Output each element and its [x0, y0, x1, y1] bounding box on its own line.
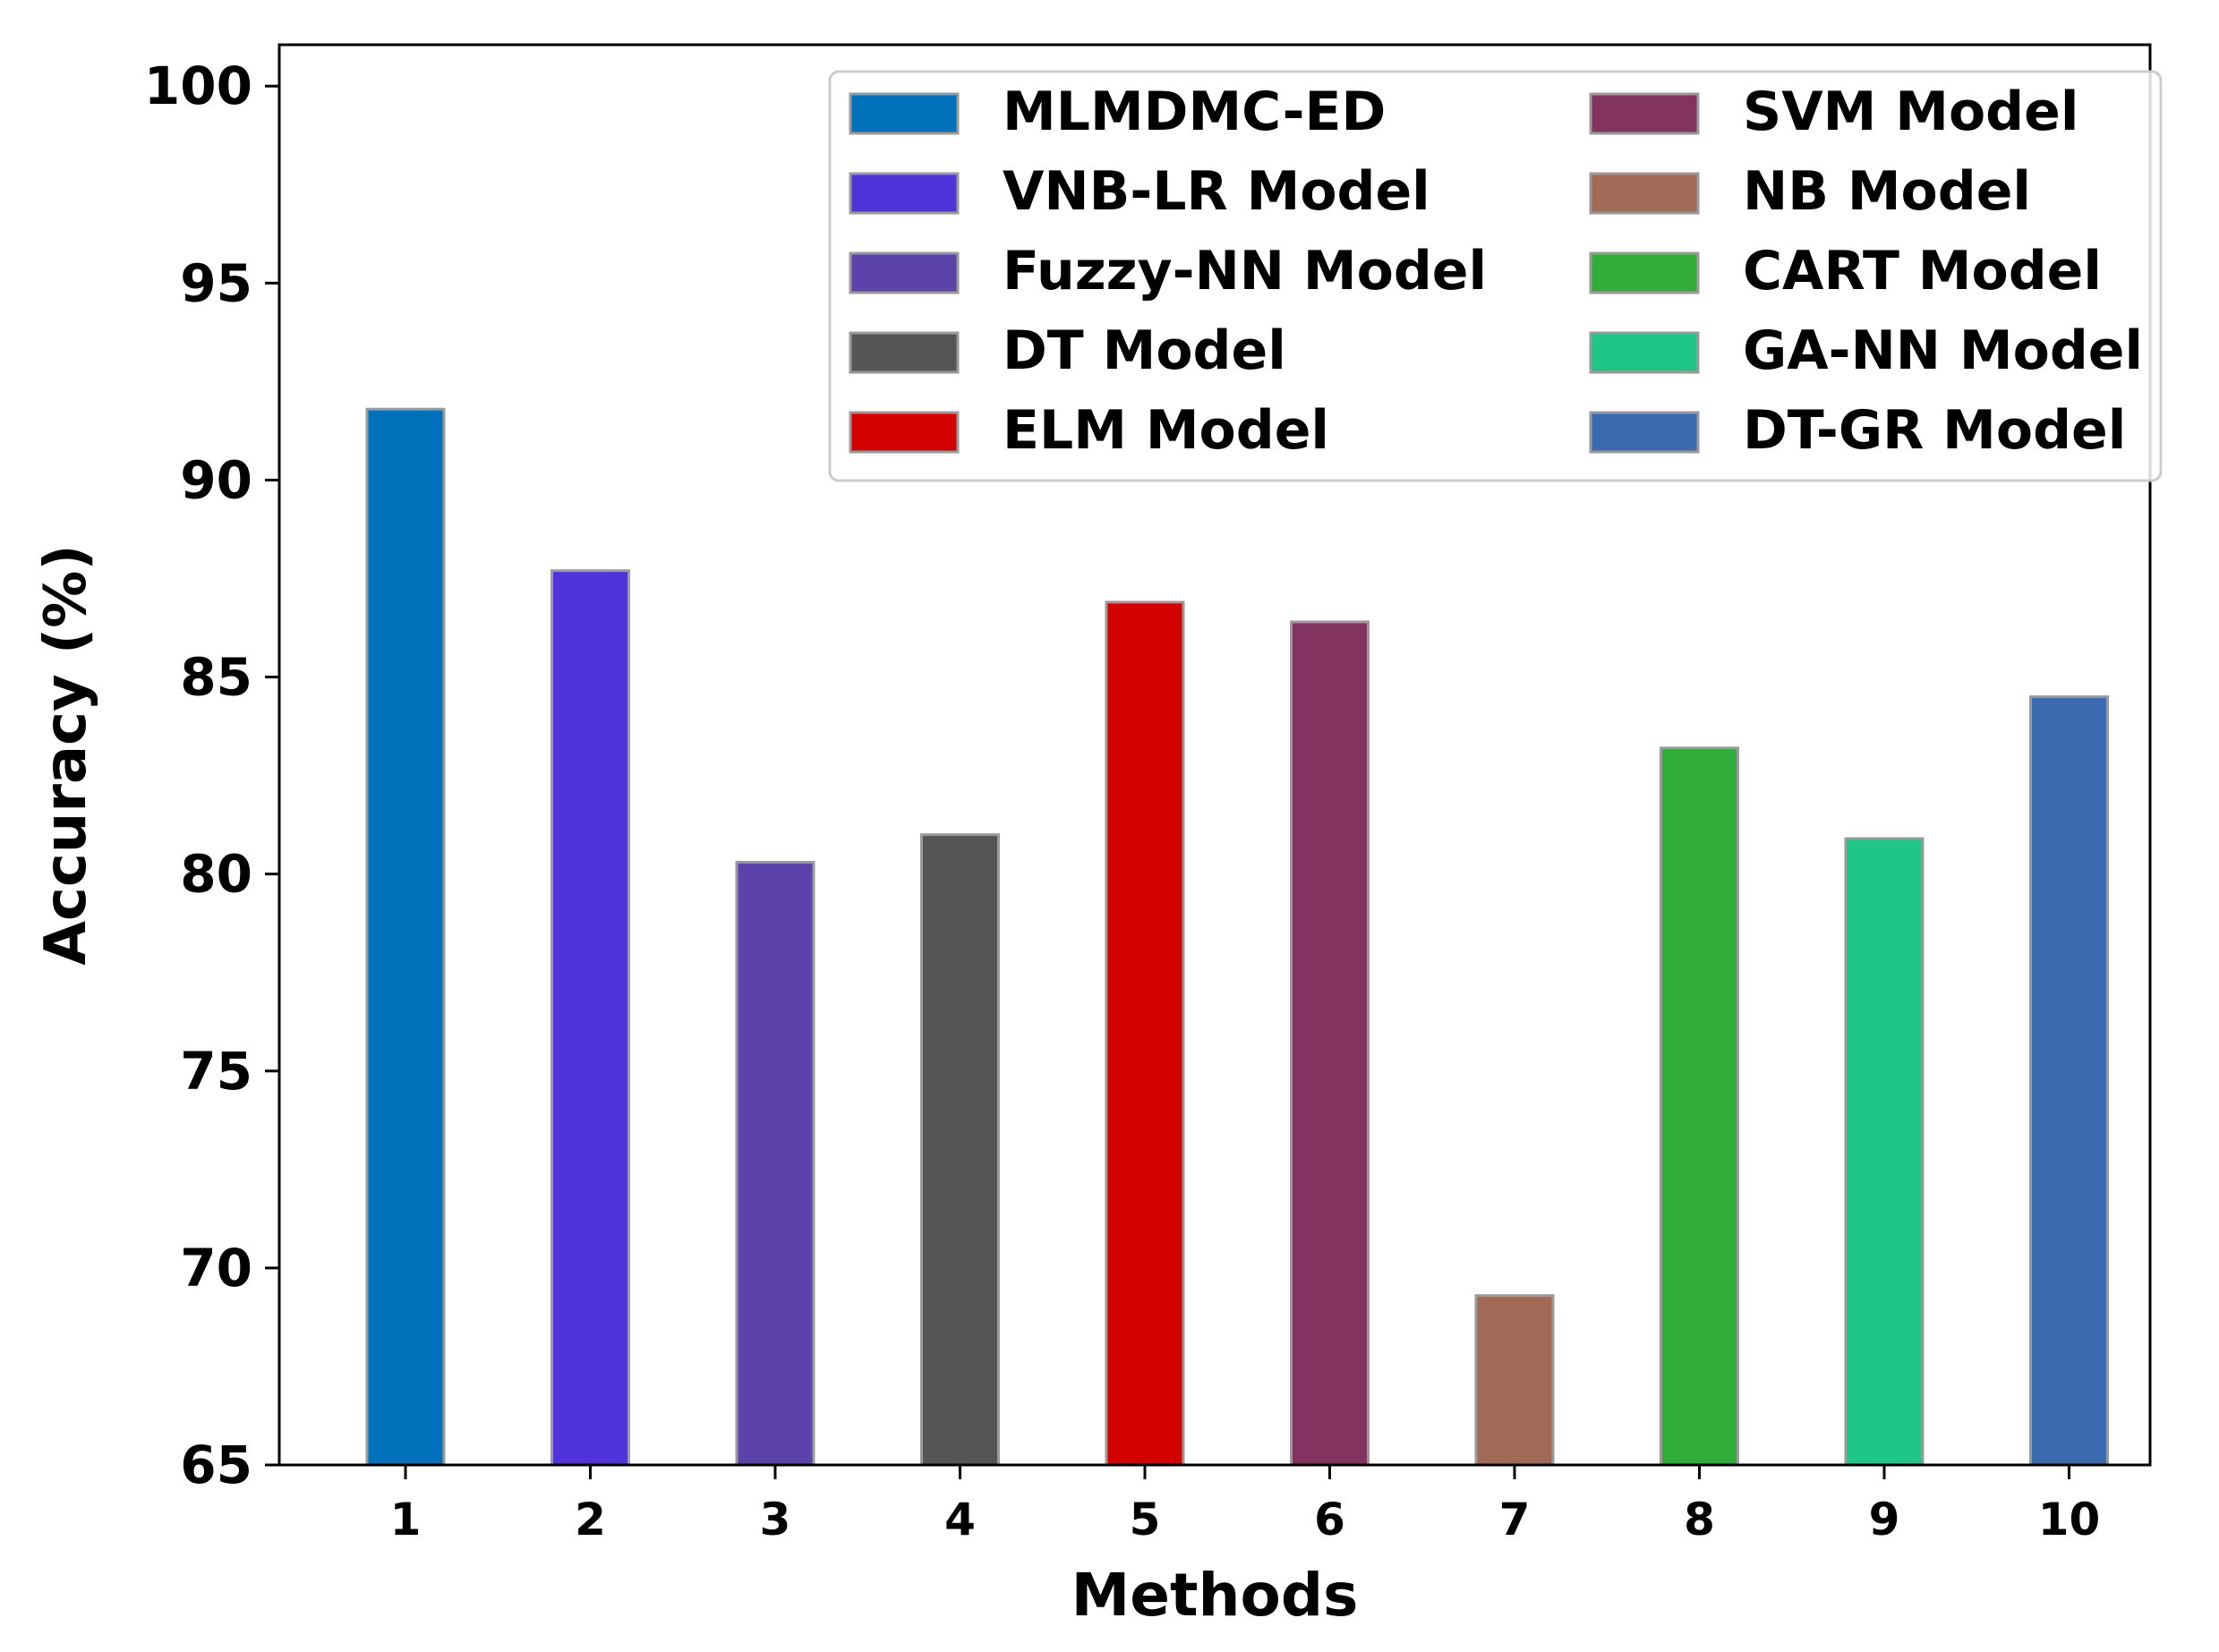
bar-10 [2029, 695, 2109, 1467]
x-tick-label-5: 5 [1130, 1494, 1161, 1546]
x-tick-label-3: 3 [760, 1494, 791, 1546]
legend-swatch-6 [1589, 92, 1700, 135]
axes-group: 65 70 75 80 85 90 95 100 1 2 3 4 5 6 7 8 9 10 Methods Accur… [33, 43, 2152, 1630]
legend-swatch-8 [1589, 251, 1700, 294]
x-tick-label-4: 4 [944, 1494, 976, 1546]
legend-swatch-2 [849, 172, 960, 215]
y-tick-label-75: 75 [180, 1041, 252, 1102]
legend-label-6: SVM Model [1743, 81, 2078, 143]
legend-swatch-10 [1589, 411, 1700, 454]
y-tick-label-70: 70 [180, 1238, 252, 1299]
x-tick-label-1: 1 [390, 1494, 422, 1546]
bar-7 [1474, 1294, 1555, 1467]
y-tick-label-100: 100 [144, 55, 252, 116]
plot-frame [277, 43, 2152, 1467]
x-tick-label-9: 9 [1869, 1494, 1900, 1546]
y-tick-label-85: 85 [180, 647, 252, 708]
legend-label-8: CART Model [1743, 240, 2102, 302]
legend-label-2: VNB-LR Model [1003, 160, 1430, 223]
bar-2 [550, 569, 630, 1467]
x-tick-label-7: 7 [1499, 1494, 1531, 1546]
bars-group [365, 407, 2109, 1467]
y-tick-label-95: 95 [180, 252, 252, 313]
bar-1 [365, 407, 446, 1467]
bar-5 [1105, 600, 1185, 1467]
x-tick-label-8: 8 [1684, 1494, 1715, 1546]
y-tick-label-90: 90 [180, 449, 252, 510]
legend-swatch-7 [1589, 172, 1700, 215]
x-tick-label-6: 6 [1314, 1494, 1345, 1546]
legend-swatch-4 [849, 331, 960, 374]
legend-swatch-5 [849, 411, 960, 454]
y-tick-label-65: 65 [180, 1435, 252, 1495]
legend-label-9: GA-NN Model [1743, 319, 2143, 382]
y-axis-label: Accuracy (%) [33, 544, 99, 965]
x-axis-label: Methods [1071, 1561, 1359, 1630]
bar-8 [1660, 746, 1739, 1467]
legend-label-4: DT Model [1003, 319, 1286, 382]
bar-9 [1844, 837, 1925, 1467]
legend-label-7: NB Model [1743, 160, 2031, 223]
legend-box [828, 70, 2163, 482]
x-tick-label-10: 10 [2038, 1494, 2101, 1546]
legend-label-1: MLMDMC-ED [1003, 81, 1386, 143]
legend: MLMDMC-ED VNB-LR Model Fuzzy-NN Model DT Mo… [828, 70, 2163, 482]
legend-swatch-3 [849, 251, 960, 294]
bar-3 [735, 860, 815, 1467]
legend-swatch-1 [849, 92, 960, 135]
bar-6 [1290, 620, 1370, 1467]
x-tick-label-2: 2 [575, 1494, 606, 1546]
y-tick-label-80: 80 [180, 844, 252, 905]
bar-4 [920, 833, 1000, 1467]
legend-label-10: DT-GR Model [1743, 399, 2126, 462]
legend-label-5: ELM Model [1003, 399, 1329, 462]
legend-swatch-9 [1589, 331, 1700, 374]
legend-label-3: Fuzzy-NN Model [1003, 240, 1487, 302]
